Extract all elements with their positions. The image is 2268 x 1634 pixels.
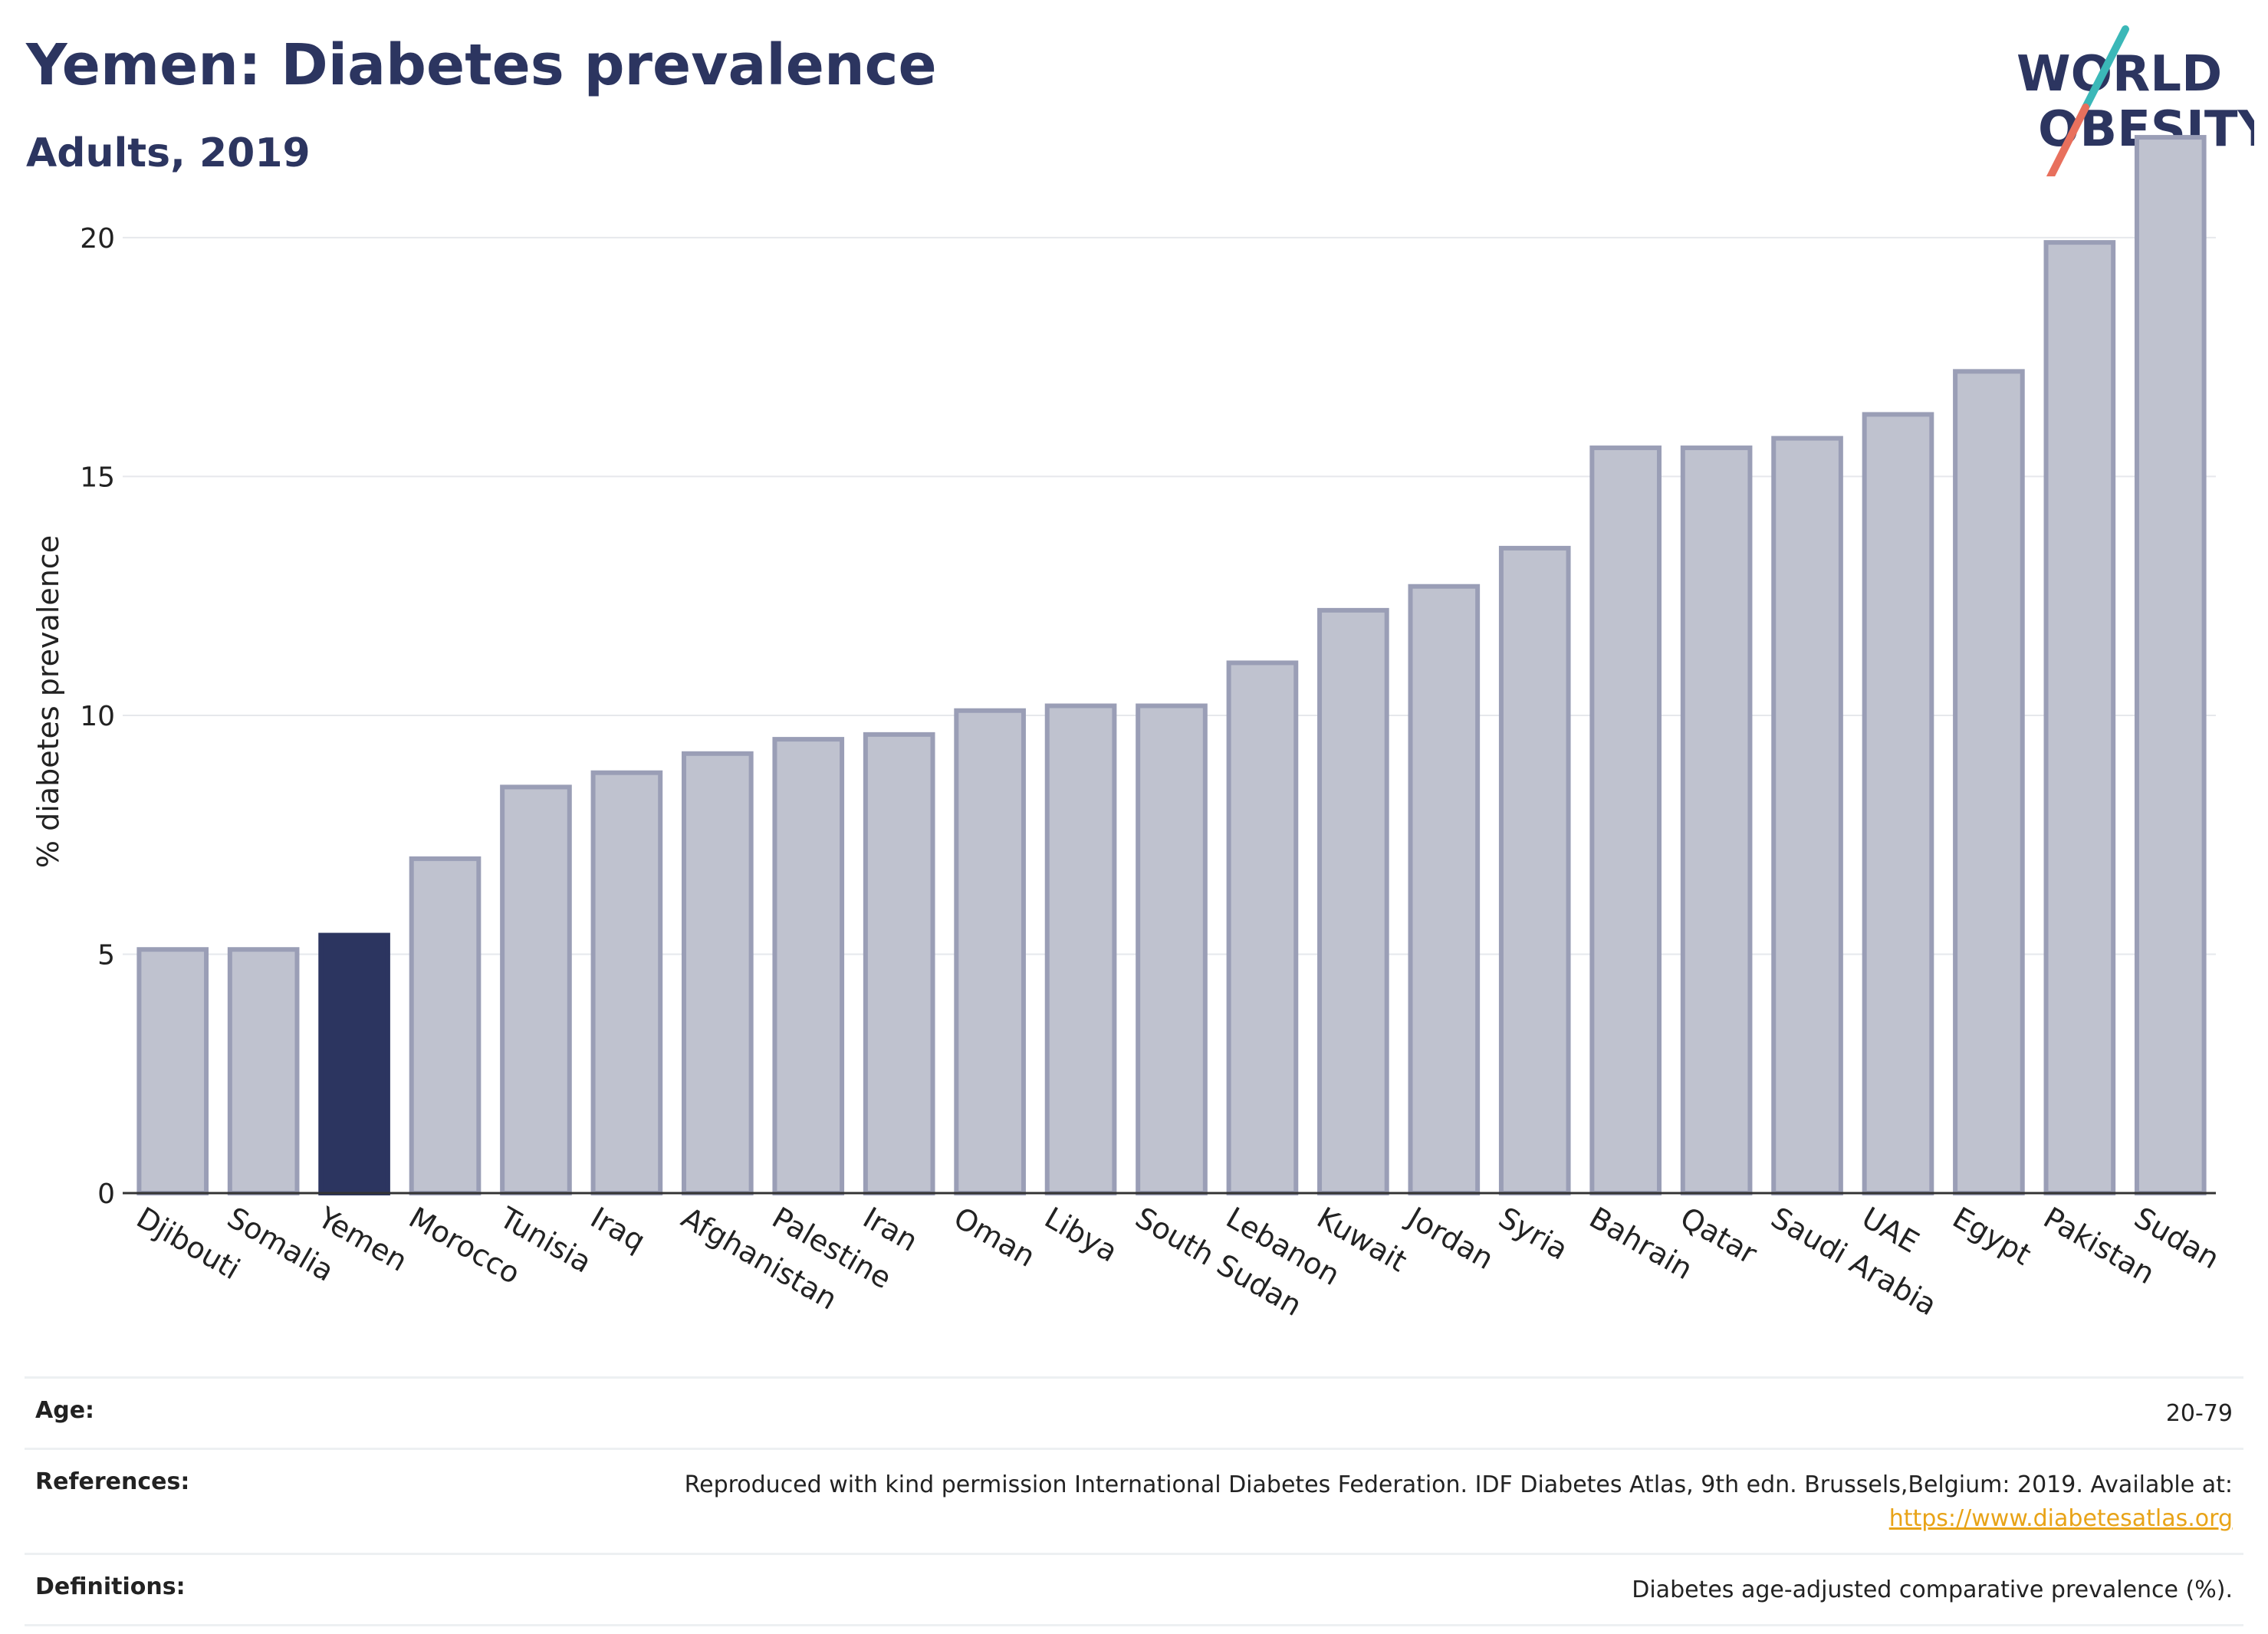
bars	[136, 135, 2207, 1196]
y-tick-label: 15	[80, 462, 115, 493]
bar-kuwait[interactable]	[1317, 607, 1389, 1195]
references-text: Reproduced with kind permission Internat…	[684, 1471, 2233, 1498]
bar-afghanistan[interactable]	[682, 751, 754, 1195]
bar-djibouti[interactable]	[136, 947, 209, 1195]
references-label: References:	[35, 1468, 190, 1495]
x-tick-label: Bahrain	[1584, 1201, 1698, 1287]
y-tick-labels: 0 5 10 15 20	[80, 223, 115, 1210]
y-tick-label: 5	[97, 939, 115, 971]
bar-jordan[interactable]	[1408, 584, 1481, 1195]
bar-libya[interactable]	[1044, 703, 1117, 1195]
bar-tunisia[interactable]	[500, 784, 572, 1196]
y-axis-label: % diabetes prevalence	[31, 535, 65, 868]
bar-pakistan[interactable]	[2043, 240, 2116, 1196]
logo-slash-coral	[2046, 104, 2089, 176]
x-tick-label: Saudi Arabia	[1766, 1201, 1943, 1323]
world-obesity-logo: WORLD OBESITY	[2017, 25, 2254, 176]
x-tick-label: Djibouti	[131, 1201, 246, 1287]
footer-row-age: Age: 20-79	[25, 1376, 2243, 1448]
references-value: Reproduced with kind permission Internat…	[685, 1468, 2233, 1536]
bar-bahrain[interactable]	[1589, 445, 1662, 1195]
page-title: Yemen: Diabetes prevalence	[26, 32, 937, 98]
page-subtitle: Adults, 2019	[26, 130, 311, 176]
chart-footer: Age: 20-79 References: Reproduced with k…	[25, 1376, 2243, 1626]
references-link[interactable]: https://www.diabetesatlas.org	[1888, 1505, 2233, 1532]
bar-sudan[interactable]	[2134, 135, 2207, 1196]
bar-egypt[interactable]	[1953, 369, 2025, 1195]
bar-palestine[interactable]	[772, 737, 845, 1195]
bar-chart: 0 5 10 15 20 DjiboutiSomaliaYemenMoroccoTuni…	[31, 135, 2225, 1323]
bar-iran[interactable]	[863, 732, 935, 1195]
footer-row-definitions: Definitions: Diabetes age-adjusted compa…	[25, 1553, 2243, 1626]
age-label: Age:	[35, 1397, 95, 1424]
bar-south-sudan[interactable]	[1136, 703, 1208, 1195]
bar-oman[interactable]	[954, 708, 1026, 1195]
bar-somalia[interactable]	[227, 947, 300, 1195]
y-tick-label: 20	[80, 223, 115, 255]
y-tick-label: 0	[97, 1179, 115, 1210]
bar-iraq[interactable]	[590, 770, 663, 1195]
definitions-label: Definitions:	[35, 1573, 186, 1600]
x-tick-label: Egypt	[1947, 1201, 2036, 1272]
bar-morocco[interactable]	[409, 856, 482, 1195]
footer-row-references: References: Reproduced with kind permiss…	[25, 1448, 2243, 1553]
x-tick-label: Jordan	[1401, 1200, 1499, 1277]
bar-lebanon[interactable]	[1226, 660, 1299, 1195]
bar-saudi-arabia[interactable]	[1771, 436, 1843, 1195]
bar-yemen[interactable]	[318, 932, 390, 1195]
x-tick-label: Oman	[948, 1201, 1041, 1274]
x-tick-label: Libya	[1039, 1201, 1123, 1269]
bar-uae[interactable]	[1862, 412, 1934, 1195]
logo-line1: WORLD	[2017, 46, 2222, 103]
x-tick-label: Syria	[1493, 1201, 1573, 1267]
bar-syria[interactable]	[1498, 545, 1571, 1195]
y-tick-label: 10	[80, 701, 115, 732]
definitions-value: Diabetes age-adjusted comparative preval…	[1632, 1576, 2233, 1603]
logo-slash-teal	[2082, 25, 2129, 111]
bar-qatar[interactable]	[1680, 445, 1753, 1195]
age-value: 20-79	[2165, 1400, 2233, 1427]
